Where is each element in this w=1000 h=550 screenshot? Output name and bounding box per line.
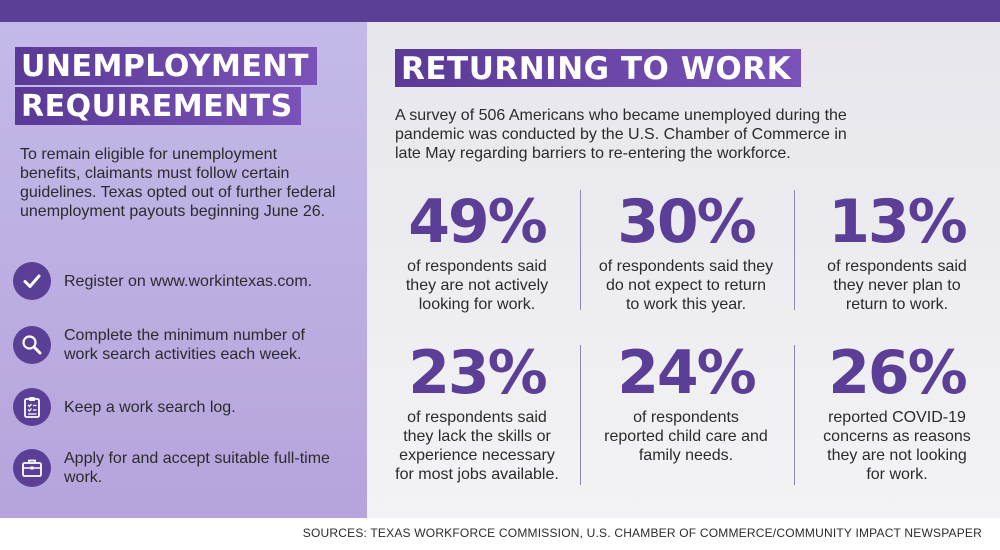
returning-panel bbox=[367, 22, 1000, 518]
requirement-text: Complete the minimum number of work sear… bbox=[64, 327, 305, 363]
stat-divider bbox=[794, 345, 795, 485]
requirement-item-register: Register on www.workintexas.com. bbox=[13, 262, 334, 300]
stat-covid-concerns: 26% reported COVID-19 concerns as reason… bbox=[797, 342, 997, 484]
stat-description: of respondents said they do not expect t… bbox=[598, 258, 774, 313]
requirements-title-line2: REQUIREMENTS bbox=[15, 87, 301, 125]
stat-description: reported COVID-19 concerns as reasons th… bbox=[823, 409, 971, 483]
stat-description: of respondents said they are not activel… bbox=[405, 258, 549, 313]
requirements-title-line1: UNEMPLOYMENT bbox=[15, 47, 317, 85]
requirement-text: Keep a work search log. bbox=[64, 398, 236, 416]
checkmark-icon bbox=[13, 262, 51, 300]
stat-child-care: 24% of respondents reported child care a… bbox=[586, 342, 786, 465]
requirement-text: Apply for and accept suitable full-time … bbox=[64, 450, 330, 486]
requirement-item-search: Complete the minimum number of work sear… bbox=[13, 326, 334, 364]
stat-description: of respondents reported child care and f… bbox=[604, 409, 768, 464]
stat-percent: 26% bbox=[828, 338, 968, 408]
clipboard-icon bbox=[13, 388, 51, 426]
sources-credit: SOURCES: TEXAS WORKFORCE COMMISSION, U.S… bbox=[302, 526, 982, 540]
stat-percent: 13% bbox=[828, 187, 968, 257]
magnifier-icon bbox=[13, 326, 51, 364]
stat-not-looking: 49% of respondents said they are not act… bbox=[377, 191, 577, 314]
stat-divider bbox=[580, 190, 581, 310]
stat-description: of respondents said they lack the skills… bbox=[395, 409, 559, 483]
stat-description: of respondents said they never plan to r… bbox=[827, 258, 967, 313]
stat-percent: 30% bbox=[617, 187, 757, 257]
survey-description: A survey of 506 Americans who became une… bbox=[395, 107, 847, 162]
stat-divider bbox=[580, 345, 581, 485]
requirement-text: Register on www.workintexas.com. bbox=[64, 272, 313, 290]
stat-percent: 24% bbox=[617, 338, 757, 408]
stat-never-return: 13% of respondents said they never plan … bbox=[797, 191, 997, 314]
stat-percent: 23% bbox=[408, 338, 548, 408]
stat-no-return-this-year: 30% of respondents said they do not expe… bbox=[586, 191, 786, 314]
briefcase-icon bbox=[13, 449, 51, 487]
stat-percent: 49% bbox=[408, 187, 548, 257]
returning-title-text: RETURNING TO WORK bbox=[395, 49, 802, 87]
requirement-item-apply: Apply for and accept suitable full-time … bbox=[13, 449, 334, 487]
stat-divider bbox=[794, 190, 795, 310]
requirements-title: UNEMPLOYMENT REQUIREMENTS bbox=[15, 47, 317, 127]
requirements-intro: To remain eligible for unemployment bene… bbox=[20, 146, 336, 220]
top-bar bbox=[0, 0, 1000, 22]
returning-title: RETURNING TO WORK bbox=[395, 49, 802, 87]
stat-lack-skills: 23% of respondents said they lack the sk… bbox=[377, 342, 577, 484]
requirement-item-log: Keep a work search log. bbox=[13, 388, 334, 426]
